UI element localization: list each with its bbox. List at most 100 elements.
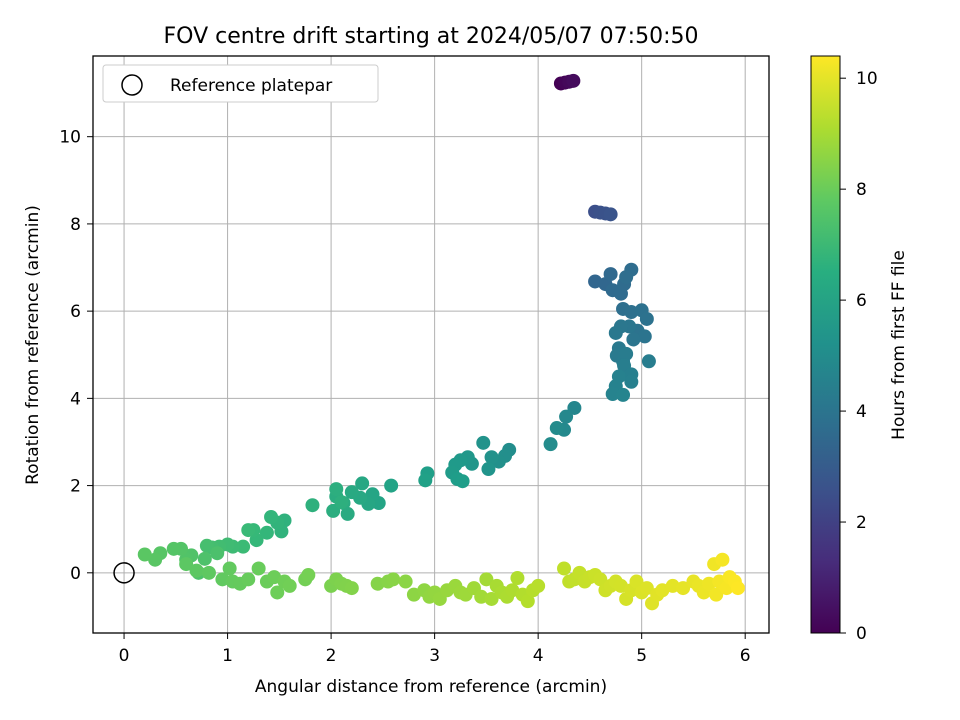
y-tick-label: 4 xyxy=(70,389,81,409)
reference-platepar-marker xyxy=(113,562,135,584)
data-point xyxy=(730,581,745,596)
data-point xyxy=(386,572,401,587)
data-point xyxy=(639,581,654,596)
data-point xyxy=(329,482,344,497)
colorbar-tick-label: 2 xyxy=(856,513,867,533)
data-point xyxy=(603,267,618,282)
data-point xyxy=(199,538,214,553)
x-tick-label: 5 xyxy=(636,646,647,666)
data-point xyxy=(340,506,355,521)
data-point xyxy=(484,591,499,606)
data-point xyxy=(398,574,413,589)
data-point xyxy=(543,437,558,452)
data-point xyxy=(418,473,433,488)
data-point xyxy=(148,552,163,567)
y-tick-label: 10 xyxy=(59,128,81,148)
data-point xyxy=(201,565,216,580)
colorbar-tick-label: 0 xyxy=(856,624,867,644)
data-point xyxy=(384,478,399,493)
data-point xyxy=(301,567,316,582)
data-point xyxy=(510,571,525,586)
data-point xyxy=(619,346,634,361)
data-point xyxy=(715,552,730,567)
colorbar-tick-label: 10 xyxy=(856,69,878,89)
data-point xyxy=(559,409,574,424)
data-point xyxy=(593,572,608,587)
y-axis-label: Rotation from reference (arcmin) xyxy=(23,205,43,485)
legend-marker xyxy=(121,74,143,96)
legend-box xyxy=(102,64,379,103)
data-point xyxy=(608,325,623,340)
x-tick-label: 0 xyxy=(119,646,130,666)
data-point xyxy=(641,354,656,369)
colorbar-gradient xyxy=(810,55,841,634)
data-point xyxy=(619,270,634,285)
y-tick-label: 6 xyxy=(70,302,81,322)
legend: Reference platepar xyxy=(102,64,379,103)
data-point xyxy=(520,594,535,609)
x-axis-ticks: 0 1 2 3 4 5 6 xyxy=(119,633,751,666)
data-point xyxy=(639,311,654,326)
data-point xyxy=(676,581,691,596)
colorbar-tick-label: 6 xyxy=(856,291,867,311)
data-point xyxy=(567,400,582,415)
data-point xyxy=(629,574,644,589)
data-point xyxy=(264,509,279,524)
plot-frame xyxy=(92,55,770,634)
y-tick-label: 8 xyxy=(70,215,81,235)
x-tick-label: 3 xyxy=(429,646,440,666)
data-point xyxy=(484,450,499,465)
legend-label-reference-platepar: Reference platepar xyxy=(170,76,332,96)
data-point xyxy=(355,476,370,491)
data-point xyxy=(531,578,546,593)
data-point xyxy=(236,539,251,554)
colorbar-tick-label: 4 xyxy=(856,402,867,422)
data-point xyxy=(166,541,181,556)
data-point xyxy=(549,421,564,436)
data-point xyxy=(197,551,212,566)
grid xyxy=(93,56,769,633)
data-points xyxy=(137,73,745,611)
data-point xyxy=(624,374,639,389)
data-point xyxy=(481,462,496,477)
colorbar-label: Hours from first FF file xyxy=(889,250,909,440)
data-point xyxy=(626,332,641,347)
data-point xyxy=(222,561,237,576)
data-point xyxy=(709,587,724,602)
data-point xyxy=(344,581,359,596)
data-point xyxy=(334,495,349,510)
data-point xyxy=(210,546,225,561)
y-tick-label: 0 xyxy=(70,564,81,584)
data-point xyxy=(189,563,204,578)
data-point xyxy=(479,572,494,587)
data-point xyxy=(282,578,297,593)
data-point xyxy=(251,561,266,576)
data-point xyxy=(241,523,256,538)
data-point xyxy=(603,207,618,222)
data-point xyxy=(344,485,359,500)
x-axis-label: Angular distance from reference (arcmin) xyxy=(255,677,607,697)
data-point xyxy=(476,435,491,450)
x-tick-label: 1 xyxy=(222,646,233,666)
y-axis-ticks: 0 2 4 6 8 10 xyxy=(59,128,93,584)
data-point xyxy=(326,503,341,518)
data-point xyxy=(566,73,581,88)
data-point xyxy=(241,572,256,587)
y-tick-label: 2 xyxy=(70,477,81,497)
data-point xyxy=(305,498,320,513)
colorbar-tick-label: 8 xyxy=(856,180,867,200)
colorbar-ticks xyxy=(840,77,846,634)
data-point xyxy=(616,387,631,402)
data-point xyxy=(605,387,620,402)
data-point xyxy=(455,474,470,489)
data-point xyxy=(557,561,572,576)
x-tick-label: 2 xyxy=(326,646,337,666)
x-tick-label: 4 xyxy=(533,646,544,666)
colorbar: 0 2 4 6 8 10 Hours from first FF file xyxy=(810,55,909,644)
data-point xyxy=(259,525,274,540)
data-point xyxy=(270,585,285,600)
data-point xyxy=(637,329,652,344)
data-point xyxy=(624,305,639,320)
data-point xyxy=(137,547,152,562)
